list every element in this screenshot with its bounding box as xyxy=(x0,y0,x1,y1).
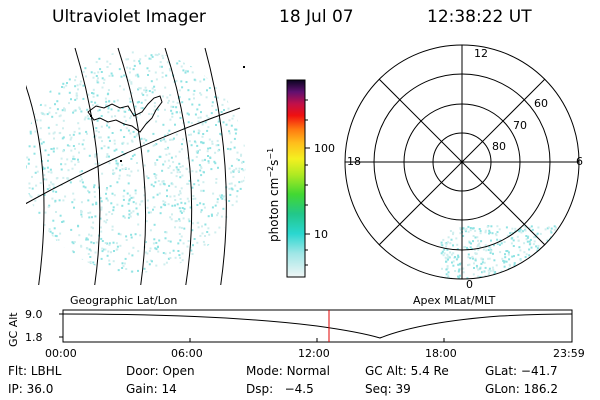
info-mode: Mode: Normal xyxy=(246,364,330,378)
latitude-line xyxy=(26,107,241,205)
time-tick-1200: 12:00 xyxy=(298,347,330,360)
info-glon: GLon: 186.2 xyxy=(485,382,558,396)
time-tick-0600: 06:00 xyxy=(171,347,203,360)
altitude-ylabel: GC Alt xyxy=(7,312,20,347)
mlt-label-0: 0 xyxy=(466,278,473,291)
colorbar-unit-label: photon cm−2s−1 xyxy=(266,147,281,242)
colorbar-ticks xyxy=(305,99,310,266)
coastline-outline xyxy=(87,95,163,133)
geographic-image xyxy=(26,47,246,285)
lat-label-70: 70 xyxy=(513,119,527,132)
geographic-label: Geographic Lat/Lon xyxy=(70,294,178,307)
apex-label: Apex MLat/MLT xyxy=(413,294,496,307)
mlt-label-12: 12 xyxy=(474,47,488,60)
meridian-lines xyxy=(26,47,227,285)
time-tick-2359: 23:59 xyxy=(553,347,585,360)
info-seq: Seq: 39 xyxy=(365,382,411,396)
date-label: 18 Jul 07 xyxy=(279,7,354,27)
mlt-label-18: 18 xyxy=(347,155,361,168)
mlt-label-6: 6 xyxy=(576,155,583,168)
altitude-tick-1.8: 1.8 xyxy=(25,331,43,344)
colorbar-tick-100: 100 xyxy=(314,142,335,155)
altitude-trace xyxy=(62,313,573,339)
lat-label-80: 80 xyxy=(492,140,506,153)
info-door: Door: Open xyxy=(126,364,195,378)
lat-label-60: 60 xyxy=(534,97,548,110)
info-gain: Gain: 14 xyxy=(126,382,177,396)
info-dsp: Dsp: −4.5 xyxy=(246,382,314,396)
time-tick-1800: 18:00 xyxy=(425,347,457,360)
apex-polar-plot xyxy=(344,44,580,280)
info-flt: Flt: LBHL xyxy=(8,364,62,378)
info-ip: IP: 36.0 xyxy=(8,382,54,396)
colorbar-tick-10: 10 xyxy=(314,228,328,241)
info-gc-alt: GC Alt: 5.4 Re xyxy=(365,364,449,378)
info-glat: GLat: −41.7 xyxy=(485,364,558,378)
time-label: 12:38:22 UT xyxy=(427,7,532,27)
color-scale-bar xyxy=(286,79,306,278)
instrument-title: Ultraviolet Imager xyxy=(52,7,206,27)
time-tick-0000: 00:00 xyxy=(45,347,77,360)
altitude-tick-9: 9.0 xyxy=(25,308,43,321)
altitude-plot xyxy=(59,309,573,343)
